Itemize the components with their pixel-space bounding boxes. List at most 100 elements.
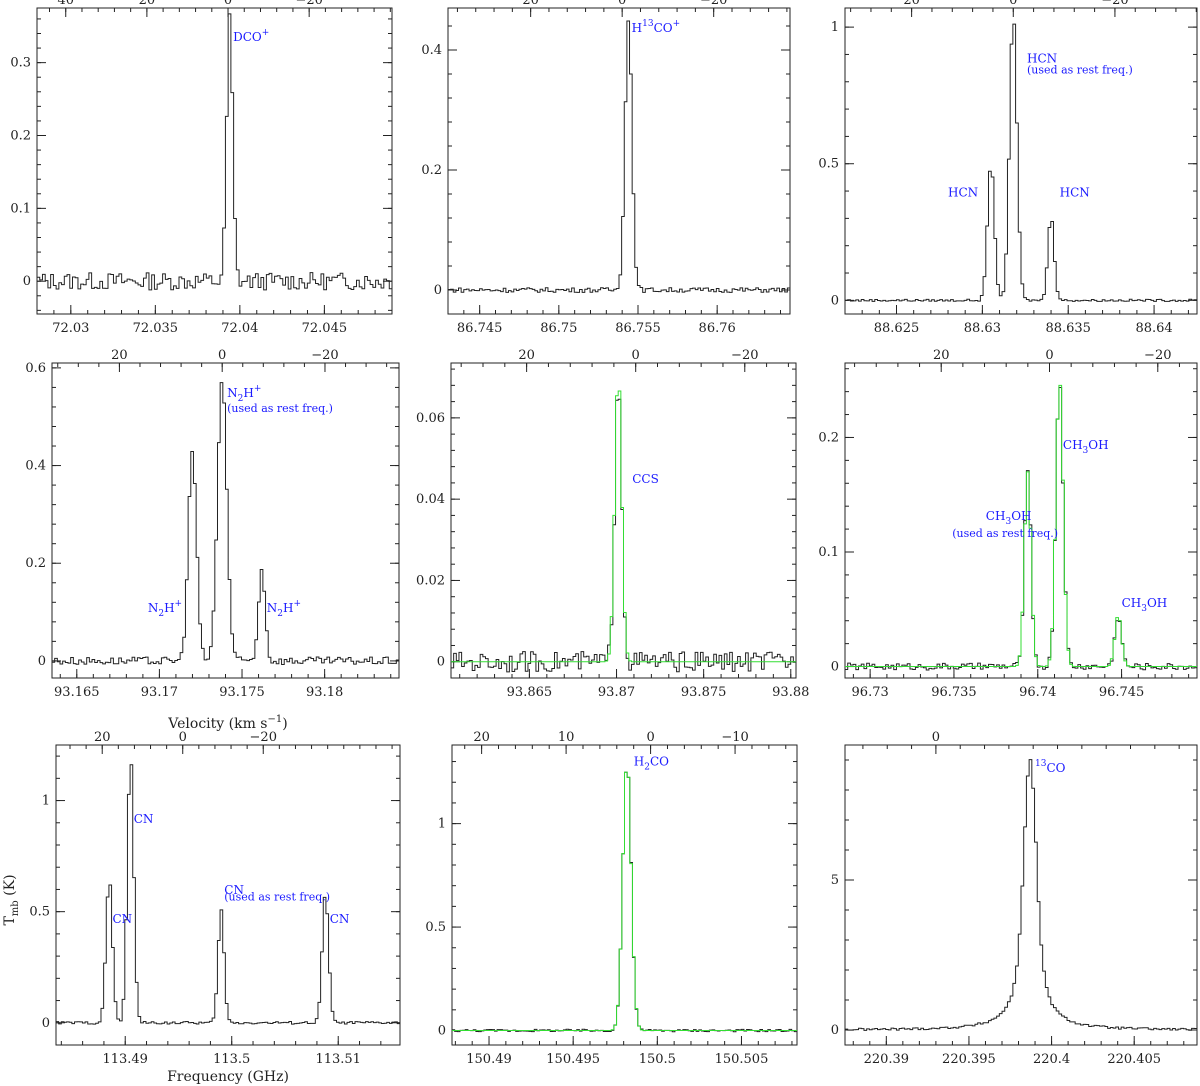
y-tick-label: 0.6 [25, 361, 46, 376]
top-tick-label: 20 [903, 0, 920, 8]
y-tick-label: 0.2 [25, 556, 46, 571]
line-label: CH3OH [1122, 596, 1168, 614]
fit-ch3oh [845, 384, 1197, 668]
y-tick-label: 1 [438, 817, 446, 832]
line-label: CN [134, 812, 154, 826]
y-tick-label: 0.3 [10, 56, 31, 71]
y-tick-label: 0 [434, 283, 442, 298]
top-tick-label: 20 [518, 348, 535, 363]
x-tick-label: 150.495 [546, 1052, 600, 1067]
x-tick-label: 93.165 [54, 685, 100, 700]
top-tick-label: −10 [721, 730, 748, 745]
line-label: (used as rest freq.) [227, 402, 333, 415]
y-tick-label: 0 [831, 293, 839, 308]
panel-frame [844, 7, 1198, 315]
top-tick-label: 0 [1009, 0, 1017, 8]
top-tick-label: 0 [224, 0, 232, 8]
top-tick-label: 0 [1045, 348, 1053, 363]
panel-frame [450, 362, 797, 679]
top-tick-label: 20 [473, 730, 490, 745]
spectrum-ccs [451, 398, 796, 673]
y-tick-label: 0 [831, 660, 839, 675]
top-tick-label: −20 [295, 0, 322, 8]
y-tick-label: 0.1 [818, 545, 839, 560]
panel-frame [36, 7, 393, 315]
panel-h13co: 86.745 86.75 86.755 86.76 20 0 −20 0 0.2 0.4 H13CO… [421, 0, 791, 336]
frequency-axis-title: Frequency (GHz) [167, 1069, 289, 1085]
x-tick-label: 93.875 [681, 685, 727, 700]
panel-ccs: 93.865 93.87 93.875 93.88 20 0 −20 0 0.02 0.04 0.0… [416, 348, 809, 700]
spectrum-13co [845, 759, 1197, 1031]
line-label: CH3OH [986, 509, 1032, 527]
spectrum-hcn [845, 23, 1197, 302]
x-tick-label: 86.76 [699, 321, 736, 336]
fit-ccs [451, 390, 796, 663]
y-tick-label: 0.2 [421, 163, 442, 178]
panel-frame [451, 744, 798, 1046]
panels-group: 72.03 72.035 72.04 72.045 40 20 0 −20 0 0.1 0.2 0.3… [10, 0, 1198, 1067]
top-tick-label: −20 [250, 730, 277, 745]
line-label: H2CO [634, 755, 669, 773]
top-tick-label: 20 [933, 348, 950, 363]
spectrum-n2h [52, 382, 399, 665]
x-tick-label: 220.39 [864, 1052, 910, 1067]
x-tick-label: 93.88 [772, 685, 809, 700]
top-tick-label: 0 [646, 730, 654, 745]
panel-ch3oh: 96.73 96.735 96.74 96.745 20 0 −20 0 0.1 0.2 CH3OH… [818, 348, 1198, 700]
x-tick-label: 220.405 [1107, 1052, 1161, 1067]
spectrum-cn [56, 764, 400, 1025]
x-tick-label: 220.395 [942, 1052, 996, 1067]
top-tick-label: 20 [139, 0, 156, 8]
y-tick-label: 0.1 [10, 201, 31, 216]
y-tick-label: 1 [42, 794, 50, 809]
fit-h2co [452, 771, 797, 1032]
x-tick-label: 96.73 [852, 685, 889, 700]
x-tick-label: 96.74 [1019, 685, 1056, 700]
top-tick-label: 10 [558, 730, 575, 745]
top-tick-label: 0 [932, 730, 940, 745]
x-tick-label: 88.635 [1045, 321, 1091, 336]
panel-13co: 220.39 220.395 220.4 220.405 0 0 5 13CO [831, 730, 1198, 1067]
line-label: HCN [1060, 186, 1090, 200]
x-tick-label: 150.49 [466, 1052, 512, 1067]
y-tick-label: 0.2 [818, 430, 839, 445]
x-tick-label: 93.87 [598, 685, 635, 700]
line-label: N2H+ [148, 599, 182, 619]
top-tick-label: 40 [57, 0, 74, 8]
top-tick-label: −20 [1144, 348, 1171, 363]
top-tick-label: −20 [1101, 0, 1128, 8]
tmb-axis-title: Tmb (K) [2, 874, 21, 925]
panel-n2h: 93.165 93.17 93.175 93.18 20 0 −20 0 0.2 0.4 0.6 N2… [25, 348, 400, 700]
spectrum-h2co [452, 771, 797, 1033]
x-tick-label: 113.5 [213, 1052, 250, 1067]
top-tick-label: 20 [111, 348, 128, 363]
panel-h2co: 150.49 150.495 150.5 150.505 20 10 0 −10 0 0.5 1 H2… [425, 730, 798, 1067]
x-tick-label: 113.51 [315, 1052, 361, 1067]
x-tick-label: 93.18 [306, 685, 343, 700]
x-tick-label: 86.755 [615, 321, 661, 336]
x-tick-label: 88.63 [964, 321, 1001, 336]
y-tick-label: 0 [831, 1023, 839, 1038]
top-tick-label: 0 [632, 348, 640, 363]
line-label: (used as rest freq.) [952, 527, 1058, 540]
x-tick-label: 113.49 [102, 1052, 148, 1067]
y-tick-label: 0.4 [421, 43, 442, 58]
top-tick-label: 20 [94, 730, 111, 745]
line-label: DCO+ [233, 28, 269, 44]
top-tick-label: 0 [618, 0, 626, 8]
x-tick-label: 88.625 [874, 321, 920, 336]
y-tick-label: 0 [437, 655, 445, 670]
x-tick-label: 72.035 [133, 321, 179, 336]
x-tick-label: 96.735 [931, 685, 977, 700]
line-label: (used as rest freq.) [224, 891, 330, 904]
x-tick-label: 93.175 [219, 685, 265, 700]
y-tick-label: 0.5 [29, 905, 50, 920]
line-label: H13CO+ [632, 19, 681, 35]
panel-frame [447, 7, 791, 315]
y-tick-label: 0.5 [818, 157, 839, 172]
y-tick-label: 0.2 [10, 129, 31, 144]
y-tick-label: 0 [23, 274, 31, 289]
